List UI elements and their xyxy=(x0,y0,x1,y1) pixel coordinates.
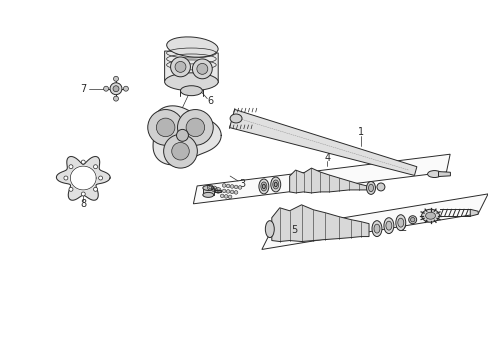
Circle shape xyxy=(114,96,119,101)
Circle shape xyxy=(69,165,73,169)
Circle shape xyxy=(226,184,230,188)
Ellipse shape xyxy=(386,221,392,230)
Ellipse shape xyxy=(271,177,281,192)
Ellipse shape xyxy=(374,224,380,233)
Circle shape xyxy=(230,185,234,188)
Ellipse shape xyxy=(273,180,279,189)
Circle shape xyxy=(230,190,234,194)
Ellipse shape xyxy=(426,212,436,219)
Circle shape xyxy=(113,86,119,92)
Circle shape xyxy=(164,134,197,168)
Polygon shape xyxy=(439,172,450,176)
Ellipse shape xyxy=(203,192,214,197)
Polygon shape xyxy=(214,190,221,192)
Ellipse shape xyxy=(396,215,406,231)
Text: 4: 4 xyxy=(324,153,330,163)
Circle shape xyxy=(222,189,226,193)
Ellipse shape xyxy=(262,184,266,189)
Polygon shape xyxy=(71,166,96,190)
Ellipse shape xyxy=(384,218,394,234)
Circle shape xyxy=(94,165,98,169)
Circle shape xyxy=(222,184,226,187)
Circle shape xyxy=(123,86,128,91)
Circle shape xyxy=(220,194,224,198)
Circle shape xyxy=(234,190,238,194)
Text: 5: 5 xyxy=(292,225,298,235)
Ellipse shape xyxy=(398,218,404,227)
Ellipse shape xyxy=(266,221,274,238)
Ellipse shape xyxy=(368,184,373,192)
Ellipse shape xyxy=(167,37,218,57)
Circle shape xyxy=(176,129,189,141)
Polygon shape xyxy=(203,188,214,195)
Ellipse shape xyxy=(421,209,440,222)
Polygon shape xyxy=(194,154,450,204)
Circle shape xyxy=(110,83,122,95)
Ellipse shape xyxy=(165,73,218,91)
Circle shape xyxy=(114,76,119,81)
Polygon shape xyxy=(56,157,110,200)
Circle shape xyxy=(69,187,73,191)
Text: 7: 7 xyxy=(80,84,86,94)
Polygon shape xyxy=(290,168,367,193)
Circle shape xyxy=(172,143,189,160)
Circle shape xyxy=(98,176,102,180)
Circle shape xyxy=(81,160,85,164)
Circle shape xyxy=(234,185,238,189)
Circle shape xyxy=(177,109,213,145)
Text: 3: 3 xyxy=(239,179,245,189)
Circle shape xyxy=(81,192,85,196)
Ellipse shape xyxy=(197,63,208,74)
Circle shape xyxy=(377,183,385,191)
Polygon shape xyxy=(262,194,488,249)
Ellipse shape xyxy=(372,221,382,237)
Circle shape xyxy=(238,186,242,189)
Circle shape xyxy=(186,118,205,137)
Circle shape xyxy=(103,86,109,91)
Ellipse shape xyxy=(193,59,212,79)
Polygon shape xyxy=(470,209,478,216)
Circle shape xyxy=(156,118,175,137)
Text: 6: 6 xyxy=(207,96,213,105)
Polygon shape xyxy=(153,106,221,165)
Polygon shape xyxy=(165,51,218,83)
Ellipse shape xyxy=(180,86,202,96)
Ellipse shape xyxy=(230,114,242,123)
Circle shape xyxy=(94,187,98,191)
Text: 1: 1 xyxy=(358,127,364,138)
Ellipse shape xyxy=(259,179,269,194)
Circle shape xyxy=(226,190,230,193)
Ellipse shape xyxy=(203,185,214,190)
Circle shape xyxy=(64,176,68,180)
Circle shape xyxy=(228,195,232,199)
Polygon shape xyxy=(272,205,369,242)
Circle shape xyxy=(224,195,228,198)
Circle shape xyxy=(148,109,183,145)
Ellipse shape xyxy=(428,171,441,177)
Polygon shape xyxy=(230,109,417,175)
Ellipse shape xyxy=(175,62,186,72)
Text: 2: 2 xyxy=(401,222,407,233)
Ellipse shape xyxy=(261,182,267,191)
Ellipse shape xyxy=(367,181,375,194)
Circle shape xyxy=(411,217,415,222)
Circle shape xyxy=(409,216,416,224)
Ellipse shape xyxy=(274,182,277,187)
Ellipse shape xyxy=(171,57,191,77)
Text: 8: 8 xyxy=(80,199,86,209)
